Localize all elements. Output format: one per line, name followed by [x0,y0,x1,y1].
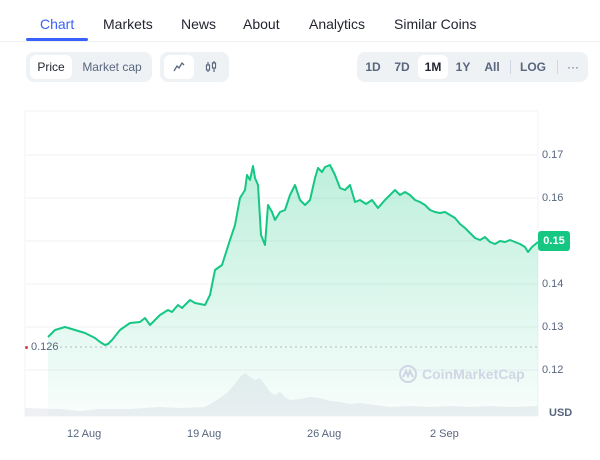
more-options-button[interactable]: ··· [567,60,579,74]
y-tick-label: 0.14 [542,278,564,290]
active-tab-indicator [26,38,88,41]
x-tick-label: 12 Aug [67,428,102,440]
y-tick-label: 0.17 [542,149,564,161]
price-area [48,165,538,416]
candlestick-icon [205,61,217,72]
coinmarketcap-logo-icon [399,365,417,383]
tab-markets[interactable]: Markets [103,16,153,32]
start-price-dot [25,346,28,349]
chart-type-toggle [160,52,229,82]
range-1d-button[interactable]: 1D [365,60,381,74]
x-tick-label: 2 Sep [430,428,459,440]
range-selector: 1D 7D 1M 1Y All LOG ··· [357,52,588,82]
range-all-button[interactable]: All [484,60,500,74]
line-chart-button[interactable] [164,55,194,79]
log-scale-button[interactable]: LOG [520,60,546,74]
tab-similar-coins[interactable]: Similar Coins [394,16,477,32]
tab-chart[interactable]: Chart [40,16,75,32]
y-tick-label: 0.12 [542,364,564,376]
divider [557,60,558,74]
tab-analytics[interactable]: Analytics [309,16,366,32]
market-cap-button[interactable]: Market cap [82,60,142,74]
watermark-text: CoinMarketCap [422,366,525,382]
line-chart-icon [173,61,185,72]
price-line [47,164,539,346]
currency-label: USD [549,407,573,419]
x-tick-label: 19 Aug [187,428,222,440]
candlestick-button[interactable] [196,55,226,79]
start-price-label: 0.126 [31,341,59,353]
range-7d-button[interactable]: 7D [394,60,410,74]
y-tick-label: 0.13 [542,321,564,333]
current-price-badge: 0.15 [538,231,570,251]
divider [510,60,511,74]
tab-news[interactable]: News [181,16,217,32]
metric-toggle: Price Market cap [26,52,152,82]
coinmarketcap-watermark: CoinMarketCap [398,364,525,384]
range-1y-button[interactable]: 1Y [455,60,471,74]
tab-about[interactable]: About [243,16,280,32]
x-tick-label: 26 Aug [307,428,342,440]
price-button[interactable]: Price [30,55,72,79]
range-1m-button[interactable]: 1M [418,55,448,79]
tab-bar: Chart Markets News About Analytics Simil… [0,0,600,42]
y-tick-label: 0.16 [542,192,564,204]
